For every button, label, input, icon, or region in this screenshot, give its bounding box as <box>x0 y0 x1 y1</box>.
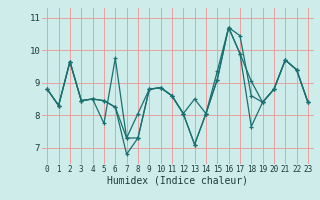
X-axis label: Humidex (Indice chaleur): Humidex (Indice chaleur) <box>107 176 248 186</box>
